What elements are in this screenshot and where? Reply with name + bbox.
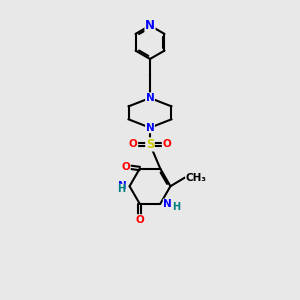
Text: N: N: [163, 199, 172, 209]
Text: O: O: [129, 140, 138, 149]
Text: H: H: [117, 184, 125, 194]
Text: H: H: [172, 202, 180, 212]
Text: O: O: [162, 140, 171, 149]
Text: S: S: [146, 138, 154, 151]
Text: N: N: [145, 19, 155, 32]
Text: CH₃: CH₃: [186, 173, 207, 183]
Text: O: O: [122, 162, 130, 172]
Text: N: N: [146, 123, 154, 133]
Text: N: N: [118, 181, 127, 191]
Text: O: O: [135, 215, 144, 225]
Text: N: N: [146, 93, 154, 103]
